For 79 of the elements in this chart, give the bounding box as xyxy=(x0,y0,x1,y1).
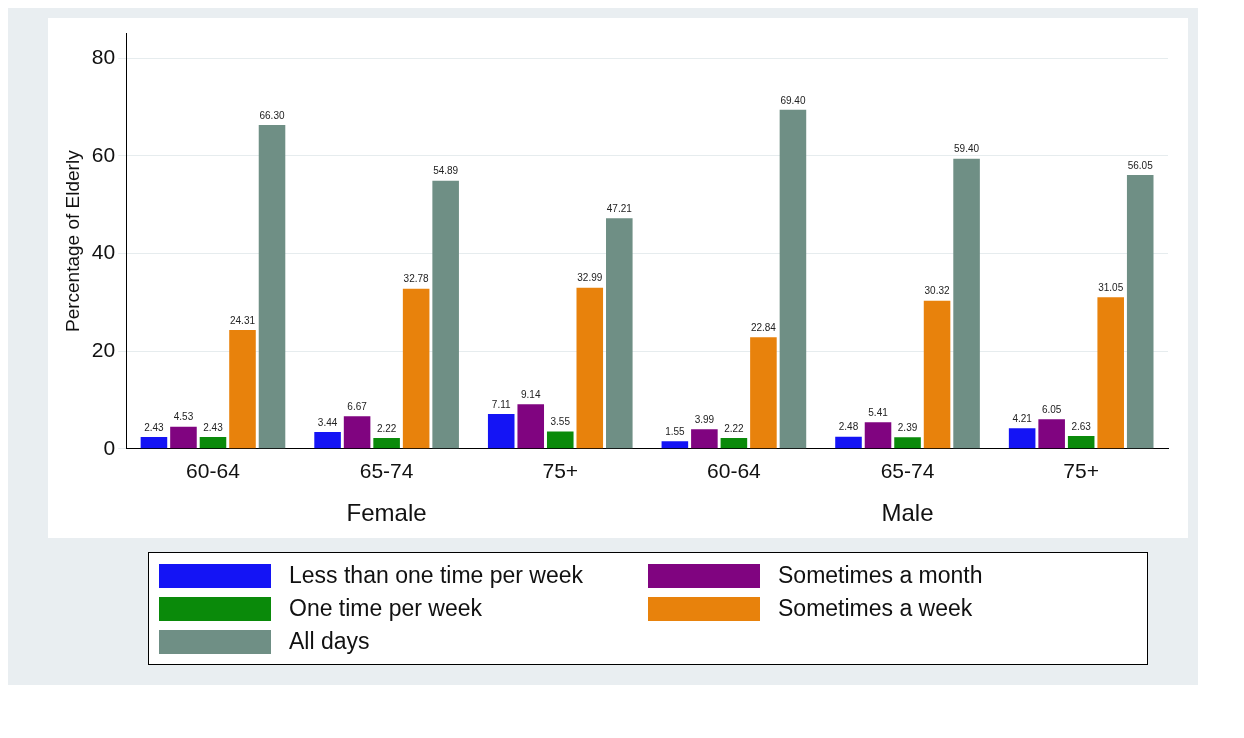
x-tick-label: 75+ xyxy=(542,459,579,483)
data-label: 30.32 xyxy=(924,285,951,297)
data-label: 2.63 xyxy=(1071,420,1092,432)
bar xyxy=(923,300,951,449)
data-label: 2.43 xyxy=(203,421,224,433)
x-tick-label: 65-74 xyxy=(880,459,935,483)
bar xyxy=(199,436,227,449)
y-tick-label: 80 xyxy=(91,44,116,68)
x-tick-label: 60-64 xyxy=(186,459,241,483)
data-label: 6.67 xyxy=(347,400,368,412)
x-tick-label: 65-74 xyxy=(359,459,414,483)
y-axis-title: Percentage of Elderly xyxy=(61,149,83,333)
data-label: 56.05 xyxy=(1127,159,1154,171)
bar xyxy=(894,437,921,449)
bar xyxy=(691,429,718,449)
legend-label: All days xyxy=(289,628,370,655)
data-label: 32.78 xyxy=(403,273,430,285)
bar xyxy=(373,437,400,449)
bar xyxy=(140,436,168,449)
bar xyxy=(779,109,807,449)
data-label: 69.40 xyxy=(780,94,806,106)
y-tick-label: 0 xyxy=(103,435,116,459)
data-label: 66.30 xyxy=(259,109,285,121)
bar xyxy=(229,330,256,449)
bar xyxy=(953,158,980,449)
bar xyxy=(487,414,515,449)
data-label: 54.89 xyxy=(433,165,459,177)
bar xyxy=(661,441,689,449)
bar xyxy=(1067,435,1095,449)
legend-label: Less than one time per week xyxy=(289,562,584,589)
bar xyxy=(517,404,545,449)
bar xyxy=(432,180,459,449)
data-label: 1.55 xyxy=(665,425,686,437)
data-label: 2.48 xyxy=(838,421,859,433)
bar xyxy=(1038,419,1065,449)
x-tick-label: 60-64 xyxy=(707,459,762,483)
data-label: 6.05 xyxy=(1041,404,1062,415)
bar xyxy=(546,431,574,449)
data-label: 3.55 xyxy=(550,416,571,428)
bar xyxy=(1097,297,1124,449)
legend-label: Sometimes a month xyxy=(778,562,983,589)
data-label: 22.84 xyxy=(750,321,777,333)
bar xyxy=(576,287,604,449)
text: Male xyxy=(881,498,934,526)
y-tick-label: 60 xyxy=(91,142,116,166)
data-label: 9.14 xyxy=(521,388,541,400)
data-label: 2.39 xyxy=(897,421,918,433)
data-label: 24.31 xyxy=(229,314,256,326)
data-label: 3.99 xyxy=(694,414,715,426)
bar xyxy=(402,288,430,449)
data-label: 2.22 xyxy=(376,422,397,434)
bar xyxy=(258,124,286,449)
y-tick-label: 20 xyxy=(91,337,116,361)
bar xyxy=(1126,175,1154,449)
bar xyxy=(343,416,371,449)
bar xyxy=(314,432,341,449)
data-label: 4.21 xyxy=(1012,412,1033,424)
legend-label: Sometimes a week xyxy=(778,595,973,622)
bar xyxy=(864,422,892,449)
data-label: 31.05 xyxy=(1098,281,1124,293)
text: Female xyxy=(346,498,427,526)
data-label: 2.43 xyxy=(144,421,165,433)
data-label: 4.53 xyxy=(173,411,194,423)
bar xyxy=(1008,428,1036,449)
data-label: 5.41 xyxy=(868,407,889,419)
bar xyxy=(606,218,633,449)
data-label: 47.21 xyxy=(606,202,633,214)
x-tick-label: 75+ xyxy=(1063,459,1099,483)
data-label: 32.99 xyxy=(577,272,603,284)
bar xyxy=(720,437,748,449)
bar xyxy=(835,436,862,449)
data-label: 2.22 xyxy=(724,422,745,434)
y-tick-label: 40 xyxy=(91,240,116,264)
legend-label: One time per week xyxy=(289,595,483,622)
bar xyxy=(750,337,777,449)
data-label: 7.11 xyxy=(491,398,512,410)
data-label: 59.40 xyxy=(954,143,980,155)
data-label: 3.44 xyxy=(317,416,338,428)
bar xyxy=(170,426,197,449)
